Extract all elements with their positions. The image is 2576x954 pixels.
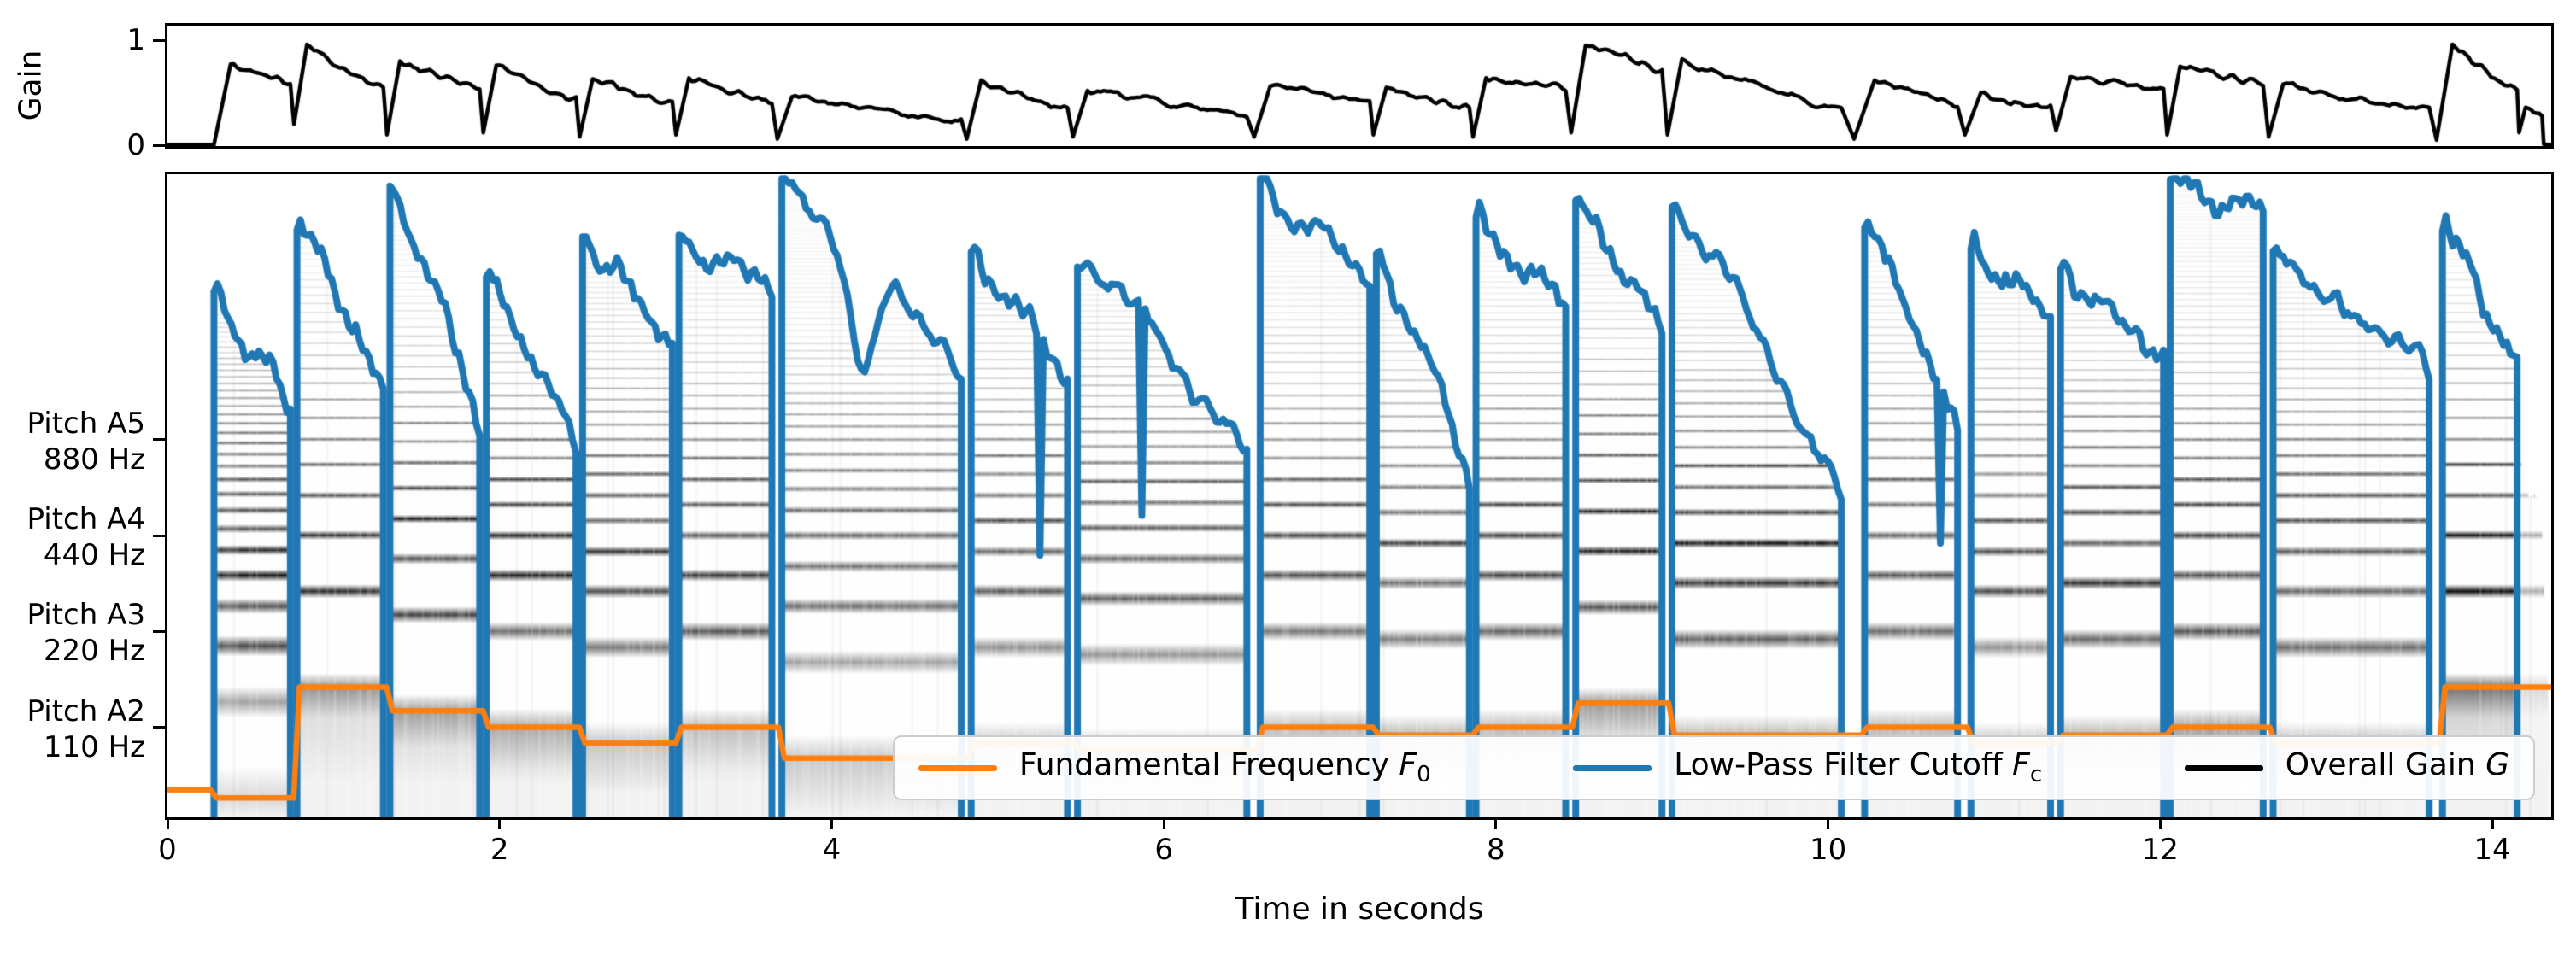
legend-line-gain [2184, 764, 2263, 771]
pitch-tick-mark [153, 629, 165, 633]
legend-label-gain: Overall Gain G [2285, 747, 2509, 783]
x-tick-mark [2158, 817, 2162, 829]
pitch-tick-label: Pitch A3 220 Hz [26, 598, 145, 669]
x-tick-label: 0 [158, 833, 177, 867]
legend-line-f0 [918, 764, 997, 771]
x-tick-mark [830, 817, 833, 829]
x-tick-mark [1162, 817, 1165, 829]
x-tick-mark [166, 817, 169, 829]
x-tick-mark [498, 817, 502, 829]
pitch-tick-mark [153, 534, 165, 537]
pitch-tick-mark [153, 726, 165, 729]
time-axis-label: Time in seconds [1235, 892, 1484, 927]
gain-tick-mark [153, 143, 165, 147]
spectrogram-canvas [167, 174, 2551, 817]
pitch-tick-label: Pitch A4 440 Hz [26, 502, 145, 572]
gain-axis-label: Gain [13, 50, 49, 121]
gain-tick-mark [153, 38, 165, 42]
legend-label-f0: Fundamental Frequency F0 [1019, 747, 1431, 788]
legend-item-overall-gain: Overall Gain G [2184, 747, 2509, 787]
x-tick-mark [1827, 817, 1830, 829]
spectrogram-panel [165, 172, 2554, 820]
x-tick-label: 14 [2473, 833, 2511, 867]
x-tick-mark [2491, 817, 2494, 829]
pitch-tick-mark [153, 438, 165, 442]
x-tick-label: 12 [2141, 833, 2179, 867]
legend-item-lowpass-cutoff: Low-Pass Filter Cutoff Fc [1573, 747, 2043, 788]
gain-curve-canvas [167, 26, 2551, 146]
x-tick-mark [1494, 817, 1498, 829]
legend-label-cutoff: Low-Pass Filter Cutoff Fc [1674, 747, 2043, 788]
x-tick-label: 2 [490, 833, 509, 867]
gain-tick-label: 1 [126, 23, 145, 57]
pitch-tick-label: Pitch A2 110 Hz [26, 694, 145, 764]
legend: Fundamental Frequency F0 Low-Pass Filter… [893, 735, 2535, 800]
legend-line-cutoff [1573, 764, 1652, 771]
x-tick-label: 4 [822, 833, 842, 867]
x-tick-label: 10 [1809, 833, 1847, 867]
gain-panel [165, 23, 2554, 149]
x-tick-label: 6 [1154, 833, 1173, 867]
legend-item-fundamental-frequency: Fundamental Frequency F0 [918, 747, 1431, 788]
gain-tick-label: 0 [126, 128, 145, 162]
pitch-tick-label: Pitch A5 880 Hz [26, 406, 145, 477]
x-tick-label: 8 [1487, 833, 1505, 867]
